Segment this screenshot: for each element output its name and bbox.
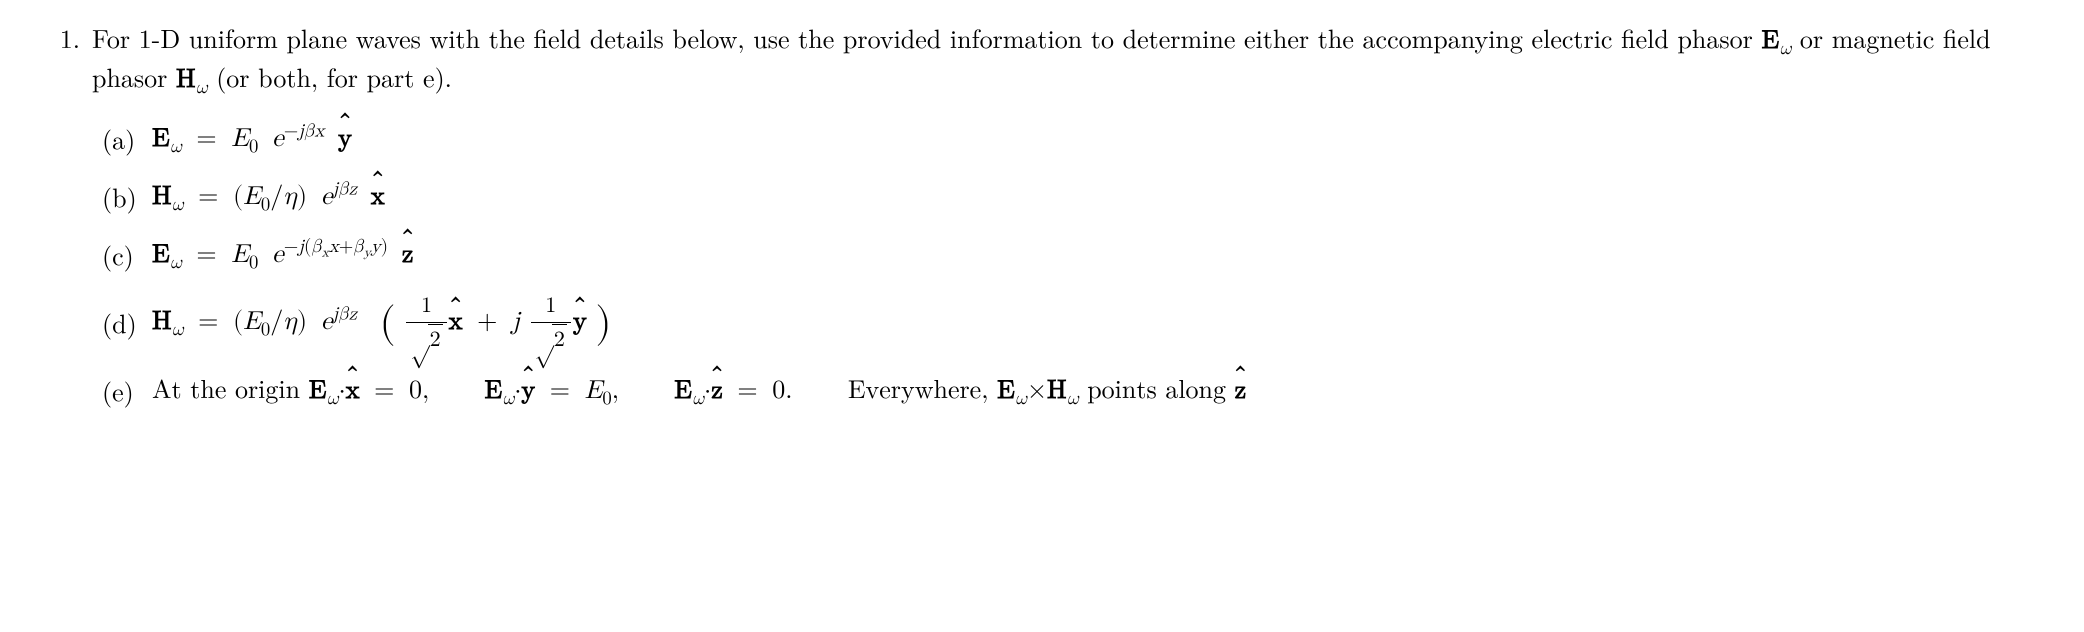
symbol-H-phasor: Hω (176, 67, 208, 93)
subpart-e-points-text: points along (1087, 378, 1234, 404)
frac-1-over-sqrt2-y: 1 2 (531, 291, 571, 356)
problem-container: 1. For 1-D uniform plane waves with the … (30, 20, 2054, 428)
problem-body: For 1-D uniform plane waves with the fie… (92, 20, 2054, 428)
frac-1-over-sqrt2-x: 1 2 (406, 291, 446, 356)
intro-text-1: For 1-D uniform plane waves with the fie… (92, 19, 1762, 56)
symbol-E-phasor: Eω (1762, 28, 1792, 54)
subpart-e-everywhere-text: Everywhere, (848, 378, 997, 404)
subparts-list: (a) Eω = E0 e−jβx y (b) Hω = (E0/η) ejβz (92, 117, 2054, 414)
subpart-b-equation: Hω = (E0/η) ejβz x (152, 179, 385, 215)
subpart-d-equation: Hω = (E0/η) ejβz ( 1 2 x + j 1 2 y (152, 291, 612, 356)
subpart-a-label: (a) (102, 121, 152, 157)
subpart-e-label: (e) (102, 373, 152, 409)
subpart-c-equation: Eω = E0 e−j(βxx+βyy) z (152, 237, 413, 273)
subpart-b: (b) Hω = (E0/η) ejβz x (102, 175, 2054, 219)
subpart-d: (d) Hω = (E0/η) ejβz ( 1 2 x + j 1 (102, 291, 2054, 356)
subpart-e-origin-text: At the origin (152, 378, 309, 404)
problem-number: 1. (30, 20, 92, 56)
problem-intro: For 1-D uniform plane waves with the fie… (92, 20, 2054, 99)
subpart-a: (a) Eω = E0 e−jβx y (102, 117, 2054, 161)
intro-text-3: (or both, for part e). (208, 58, 452, 95)
subpart-c-label: (c) (102, 237, 152, 273)
subpart-a-equation: Eω = E0 e−jβx y (152, 121, 352, 157)
subpart-d-label: (d) (102, 305, 152, 341)
subpart-c: (c) Eω = E0 e−j(βxx+βyy) z (102, 233, 2054, 277)
subpart-e: (e) At the origin Eω·x = 0, Eω·y = E0, E… (102, 370, 2054, 414)
subpart-e-equation: At the origin Eω·x = 0, Eω·y = E0, Eω·z … (152, 373, 1246, 409)
subpart-b-label: (b) (102, 179, 152, 215)
